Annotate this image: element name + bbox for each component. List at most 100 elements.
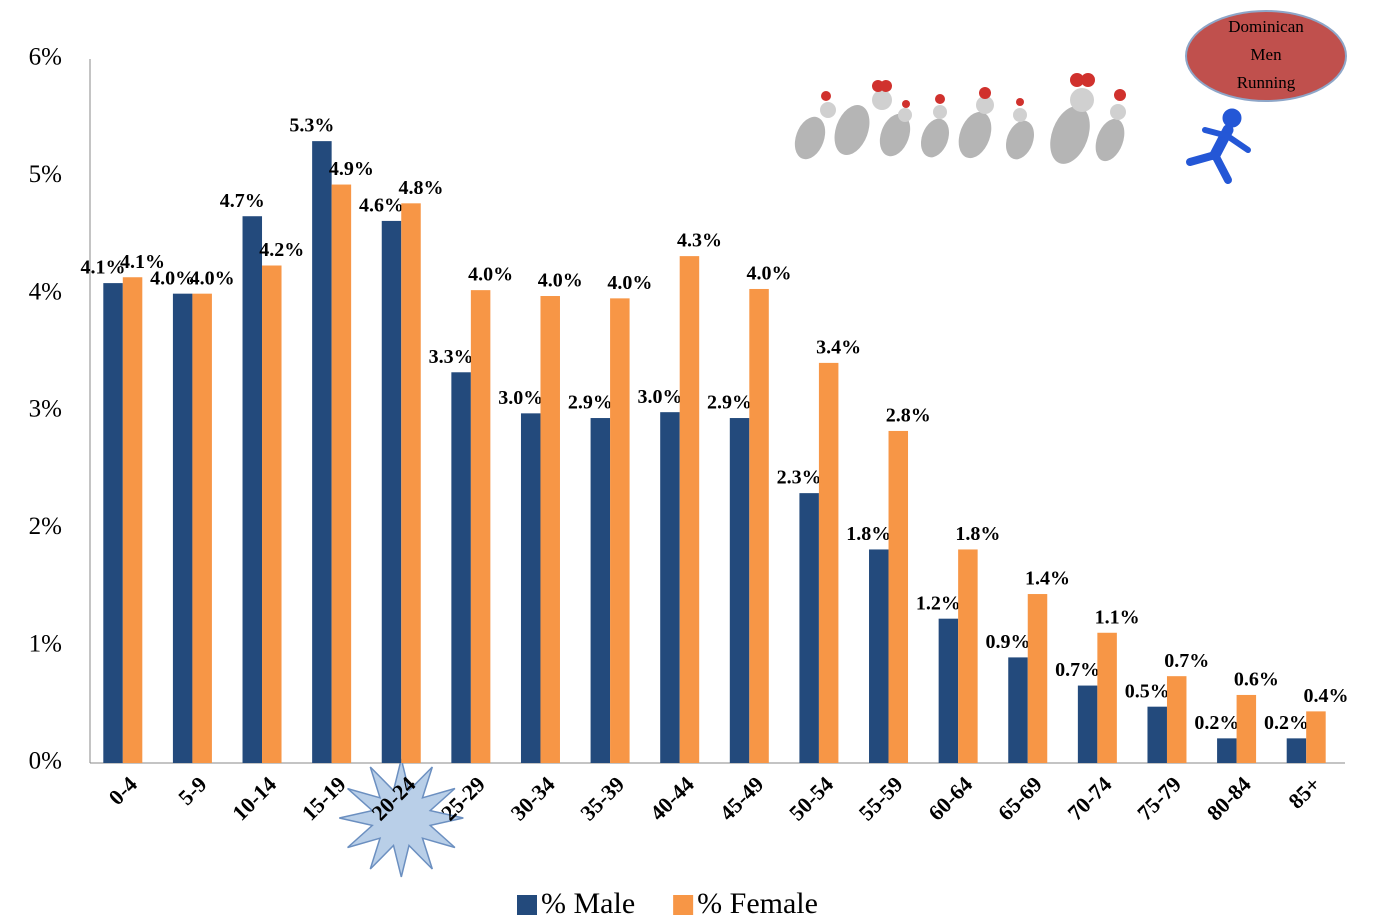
y-tick-label: 5%: [29, 161, 62, 188]
bar: [192, 293, 212, 763]
bar: [242, 216, 263, 763]
data-label: 1.8%: [846, 523, 891, 545]
x-tick-label: 65-69: [993, 771, 1047, 825]
x-tick-label: 5-9: [173, 771, 211, 809]
x-tick-label: 30-34: [506, 771, 560, 825]
bar: [749, 288, 769, 763]
annotation-text: Running: [1237, 73, 1296, 92]
x-tick-label: 50-54: [784, 771, 838, 825]
x-tick-label: 75-79: [1132, 771, 1186, 825]
data-label: 0.4%: [1303, 685, 1348, 707]
bar: [1236, 694, 1257, 763]
data-label: 1.1%: [1095, 606, 1140, 628]
bar: [888, 430, 909, 763]
data-label: 4.1%: [120, 251, 165, 273]
bar: [1077, 685, 1098, 763]
annotation-text: Dominican: [1228, 17, 1304, 36]
y-tick-label: 4%: [29, 278, 62, 305]
data-label: 0.6%: [1234, 669, 1279, 691]
bar: [520, 413, 541, 763]
data-label: 3.4%: [816, 336, 861, 358]
data-label: 1.8%: [955, 523, 1000, 545]
bar: [869, 549, 889, 763]
bar: [1147, 706, 1167, 763]
bar: [679, 256, 700, 763]
x-tick-label: 40-44: [645, 771, 699, 825]
bar: [1008, 657, 1028, 763]
data-label: 5.3%: [289, 115, 334, 137]
data-label: 4.2%: [259, 239, 304, 261]
data-label: 4.0%: [150, 267, 195, 289]
runners-decoration: [794, 73, 1251, 184]
bar: [1097, 632, 1117, 763]
data-label: 4.0%: [607, 272, 652, 294]
data-label: 4.1%: [81, 257, 126, 279]
bar: [1286, 738, 1307, 763]
y-tick-label: 0%: [29, 748, 62, 775]
data-label: 0.7%: [1164, 650, 1209, 672]
data-label: 4.7%: [220, 190, 265, 212]
data-label: 1.4%: [1025, 568, 1070, 590]
bar: [172, 293, 193, 763]
legend-label: % Female: [697, 887, 818, 920]
y-tick-label: 3%: [29, 396, 62, 423]
bar: [1027, 594, 1048, 763]
legend-label: % Male: [541, 887, 635, 920]
data-label: 0.2%: [1264, 712, 1309, 734]
bar: [540, 296, 560, 763]
y-tick-label: 1%: [29, 630, 62, 657]
data-label: 4.8%: [399, 177, 444, 199]
bar: [610, 298, 630, 763]
data-label: 2.9%: [707, 392, 752, 414]
x-tick-label: 60-64: [923, 771, 977, 825]
bar: [818, 362, 839, 763]
data-label: 0.5%: [1125, 680, 1170, 702]
data-label: 4.9%: [329, 158, 374, 180]
bar: [470, 290, 491, 763]
bar: [401, 203, 421, 763]
annotation-text: Men: [1250, 45, 1282, 64]
bar: [103, 283, 123, 763]
data-label: 4.0%: [538, 270, 583, 292]
data-label: 0.9%: [986, 631, 1031, 653]
bar: [1217, 738, 1237, 763]
data-label: 0.7%: [1055, 659, 1100, 681]
data-label: 3.0%: [498, 387, 543, 409]
legend-swatch: [673, 895, 694, 915]
bar: [262, 265, 282, 763]
data-label: 2.8%: [886, 405, 931, 427]
bar: [312, 141, 332, 764]
x-tick-label: 85+: [1283, 771, 1325, 813]
bar: [590, 418, 611, 763]
x-tick-label: 0-4: [103, 771, 141, 809]
data-label: 0.2%: [1194, 712, 1239, 734]
data-label: 4.0%: [747, 263, 792, 285]
data-label: 4.6%: [359, 195, 404, 217]
bar: [122, 277, 143, 763]
data-label: 2.9%: [568, 392, 613, 414]
x-tick-label: 35-39: [575, 771, 629, 825]
y-tick-label: 6%: [29, 44, 62, 71]
bar: [1306, 711, 1326, 763]
data-label: 4.0%: [190, 267, 235, 289]
y-tick-label: 2%: [29, 513, 62, 540]
bar: [958, 549, 978, 763]
x-tick-label: 45-49: [714, 771, 768, 825]
annotation-bubble: [1185, 10, 1347, 102]
data-label: 1.2%: [916, 592, 961, 614]
bar: [660, 412, 680, 763]
data-label: 4.0%: [468, 264, 513, 286]
x-tick-label: 55-59: [854, 771, 908, 825]
bar: [331, 184, 352, 764]
bar: [938, 618, 959, 763]
bar: [1166, 676, 1187, 763]
bar: [451, 372, 471, 763]
x-tick-label: 80-84: [1202, 771, 1256, 825]
bar: [729, 418, 750, 763]
legend-swatch: [517, 895, 537, 915]
data-label: 3.3%: [429, 346, 474, 368]
x-tick-label: 10-14: [227, 771, 281, 825]
highlight-starburst: [339, 758, 464, 878]
bar: [799, 493, 819, 763]
